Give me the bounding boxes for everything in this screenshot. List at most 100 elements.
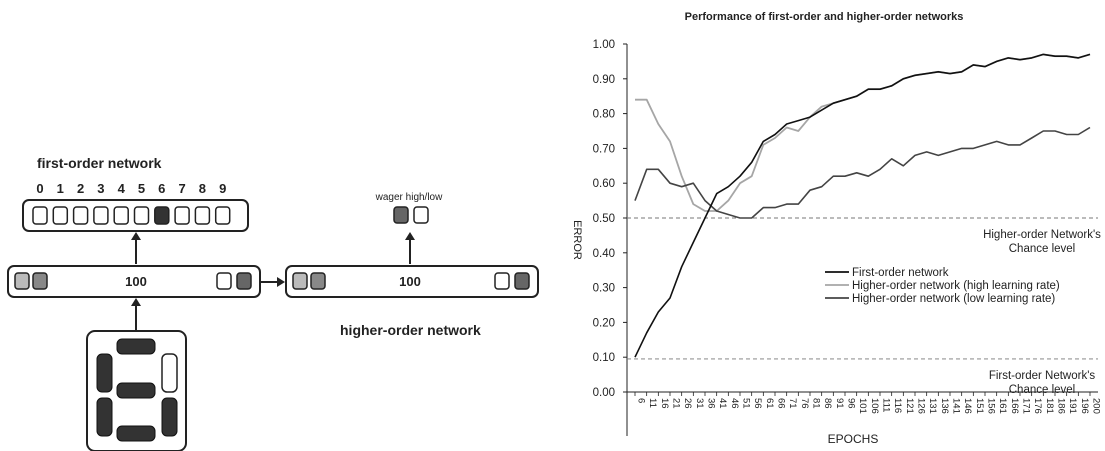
x-tick-label: 146 xyxy=(962,398,973,414)
x-tick-label: 51 xyxy=(741,398,752,409)
hidden-unit xyxy=(216,272,232,290)
hidden-unit xyxy=(310,272,326,290)
legend-entry: Higher-order network (high learning rate… xyxy=(852,280,1060,292)
hidden-unit xyxy=(236,272,252,290)
x-tick-label: 200 xyxy=(1091,398,1102,414)
x-tick-label: 46 xyxy=(729,398,740,409)
arrowhead-icon xyxy=(131,232,141,240)
x-tick-label: 141 xyxy=(951,398,962,414)
x-tick-label: 111 xyxy=(881,398,892,412)
series-line xyxy=(634,126,1091,219)
y-tick-label: 0.90 xyxy=(593,74,615,86)
x-tick-label: 61 xyxy=(764,398,775,409)
arrowhead-icon xyxy=(131,298,141,306)
x-tick-label: 101 xyxy=(857,398,868,414)
digit-label: 4 xyxy=(118,181,126,196)
x-tick-label: 96 xyxy=(846,398,857,409)
y-tick-label: 0.00 xyxy=(593,387,615,399)
legend-entry: Higher-order network (low learning rate) xyxy=(852,293,1055,305)
x-tick-label: 116 xyxy=(892,398,903,413)
y-tick-label: 1.00 xyxy=(593,39,615,51)
segment-top-left xyxy=(96,353,113,393)
segment-middle xyxy=(116,382,156,399)
x-tick-labels: 6 11 16 21 26 31 36 41 46 51 56 61 66 71 76 81 86 91 96 101… xyxy=(634,392,1102,414)
x-tick-label: 6 xyxy=(636,398,647,403)
chance-level-label: First-order Network's xyxy=(989,370,1096,382)
x-tick-label: 81 xyxy=(811,398,822,409)
x-tick-label: 71 xyxy=(787,398,798,409)
digit-label: 1 xyxy=(57,181,64,196)
y-axis-label: ERROR xyxy=(571,220,583,260)
x-tick-label: 176 xyxy=(1032,398,1043,414)
wager-high-unit xyxy=(393,206,409,224)
output-unit xyxy=(133,206,150,225)
chance-level-label: Chance level xyxy=(1009,384,1075,396)
digit-label: 8 xyxy=(199,181,206,196)
y-tick-label: 0.40 xyxy=(593,248,615,260)
y-tick-label: 0.20 xyxy=(593,317,615,329)
output-units xyxy=(32,206,231,225)
performance-chart: Performance of first-order and higher-or… xyxy=(571,11,1102,446)
chance-level-label: Chance level xyxy=(1009,243,1075,255)
output-unit xyxy=(32,206,48,225)
x-tick-label: 161 xyxy=(997,398,1008,414)
arrowhead-icon xyxy=(405,232,415,240)
output-unit xyxy=(154,206,170,225)
y-tick-label: 0.60 xyxy=(593,178,615,190)
digit-label: 5 xyxy=(138,181,145,196)
digit-label: 6 xyxy=(158,181,165,196)
digit-label: 9 xyxy=(219,181,226,196)
output-unit xyxy=(72,206,89,225)
segment-bottom xyxy=(116,425,156,442)
x-tick-label: 196 xyxy=(1079,398,1090,414)
x-tick-label: 31 xyxy=(694,398,705,409)
digit-label: 2 xyxy=(77,181,84,196)
x-tick-label: 121 xyxy=(904,398,915,414)
segment-top-right xyxy=(161,353,178,393)
x-tick-label: 36 xyxy=(706,398,717,409)
x-tick-label: 11 xyxy=(647,398,658,408)
reference-lines: Higher-order Network's Chance level First-… xyxy=(627,217,1101,396)
segment-top xyxy=(116,338,156,355)
x-tick-label: 56 xyxy=(752,398,763,409)
x-tick-label: 76 xyxy=(799,398,810,409)
x-tick-label: 181 xyxy=(1044,398,1055,414)
digit-label: 3 xyxy=(97,181,104,196)
chance-level-label: Higher-order Network's xyxy=(983,229,1101,241)
arrowhead-icon xyxy=(277,277,285,287)
x-tick-label: 151 xyxy=(974,398,985,414)
hidden-unit xyxy=(32,272,48,290)
y-tick-labels: 0.00 0.10 0.20 0.30 0.40 0.50 0.60 0.70 0.80 0.90… xyxy=(593,39,627,399)
y-tick-label: 0.70 xyxy=(593,143,615,155)
x-tick-label: 21 xyxy=(671,398,682,409)
y-tick-label: 0.50 xyxy=(593,213,615,225)
legend-entry: First-order network xyxy=(852,267,949,279)
higher-order-hidden-layer xyxy=(285,265,539,298)
higher-order-network-title: higher-order network xyxy=(340,322,481,338)
y-tick-label: 0.80 xyxy=(593,109,615,121)
x-axis-label: EPOCHS xyxy=(828,432,879,446)
hidden-layer-size-label: 100 xyxy=(125,274,147,289)
hidden-unit xyxy=(494,272,510,290)
output-unit xyxy=(93,206,109,225)
x-tick-label: 86 xyxy=(822,398,833,409)
y-tick-label: 0.30 xyxy=(593,283,615,295)
output-unit xyxy=(52,206,69,225)
output-unit xyxy=(174,206,190,225)
x-tick-label: 16 xyxy=(659,398,670,409)
chart-axes xyxy=(626,44,1098,436)
x-tick-label: 106 xyxy=(869,398,880,414)
x-tick-label: 171 xyxy=(1021,398,1032,414)
hidden-layer-size-label: 100 xyxy=(399,274,421,289)
segment-bottom-left xyxy=(96,397,113,437)
wager-label: wager high/low xyxy=(375,192,443,203)
x-tick-label: 166 xyxy=(1009,398,1020,414)
output-unit xyxy=(214,206,231,225)
series-lines xyxy=(634,53,1091,358)
x-tick-label: 136 xyxy=(939,398,950,414)
x-tick-label: 186 xyxy=(1056,398,1067,414)
x-tick-label: 41 xyxy=(717,398,728,409)
output-unit xyxy=(113,206,129,225)
output-unit xyxy=(194,206,211,225)
